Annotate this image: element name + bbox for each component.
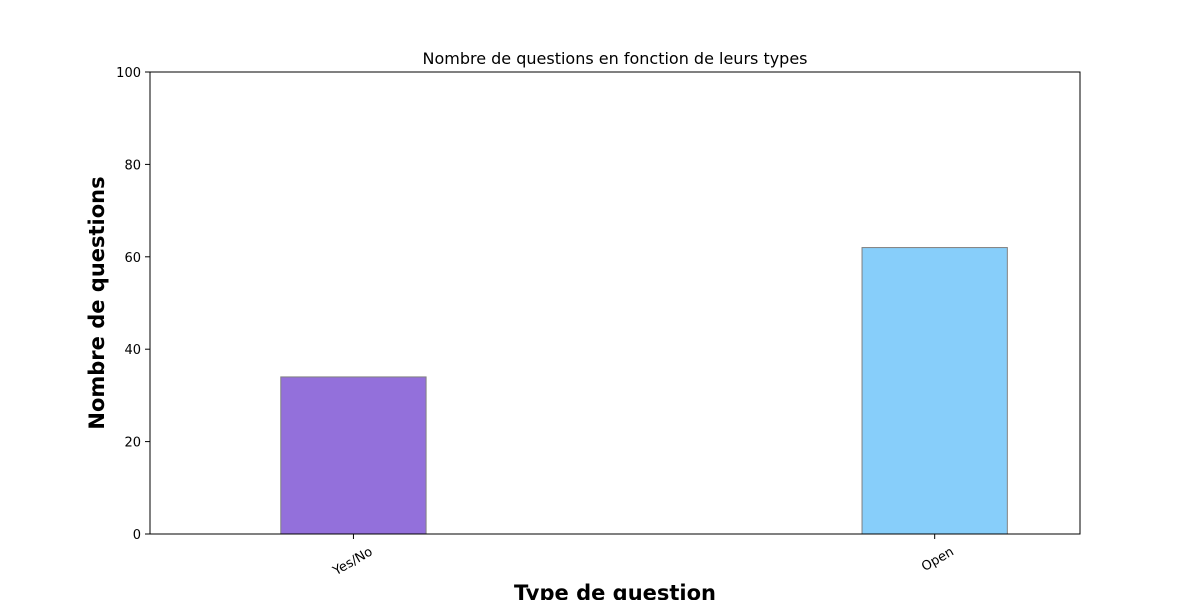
y-tick-label: 0 <box>133 528 141 543</box>
chart-title: Nombre de questions en fonction de leurs… <box>422 49 807 68</box>
x-axis: Yes/No Open <box>330 534 957 579</box>
bars-group <box>280 247 1008 535</box>
y-tick-label: 20 <box>124 436 141 451</box>
y-axis-label: Nombre de questions <box>85 176 109 429</box>
y-tick-label: 40 <box>124 343 141 358</box>
y-axis: 0 20 40 60 80 100 <box>116 66 150 543</box>
y-tick-label: 80 <box>124 158 141 173</box>
plot-frame <box>149 71 1081 535</box>
x-tick-label: Yes/No <box>330 544 376 579</box>
x-tick-label: Open <box>919 544 957 574</box>
x-axis-label: Type de question <box>514 581 716 600</box>
y-tick-label: 60 <box>124 251 141 266</box>
bar-open <box>861 247 1008 535</box>
y-tick-label: 100 <box>116 66 141 81</box>
bar-yes-no <box>280 376 427 535</box>
